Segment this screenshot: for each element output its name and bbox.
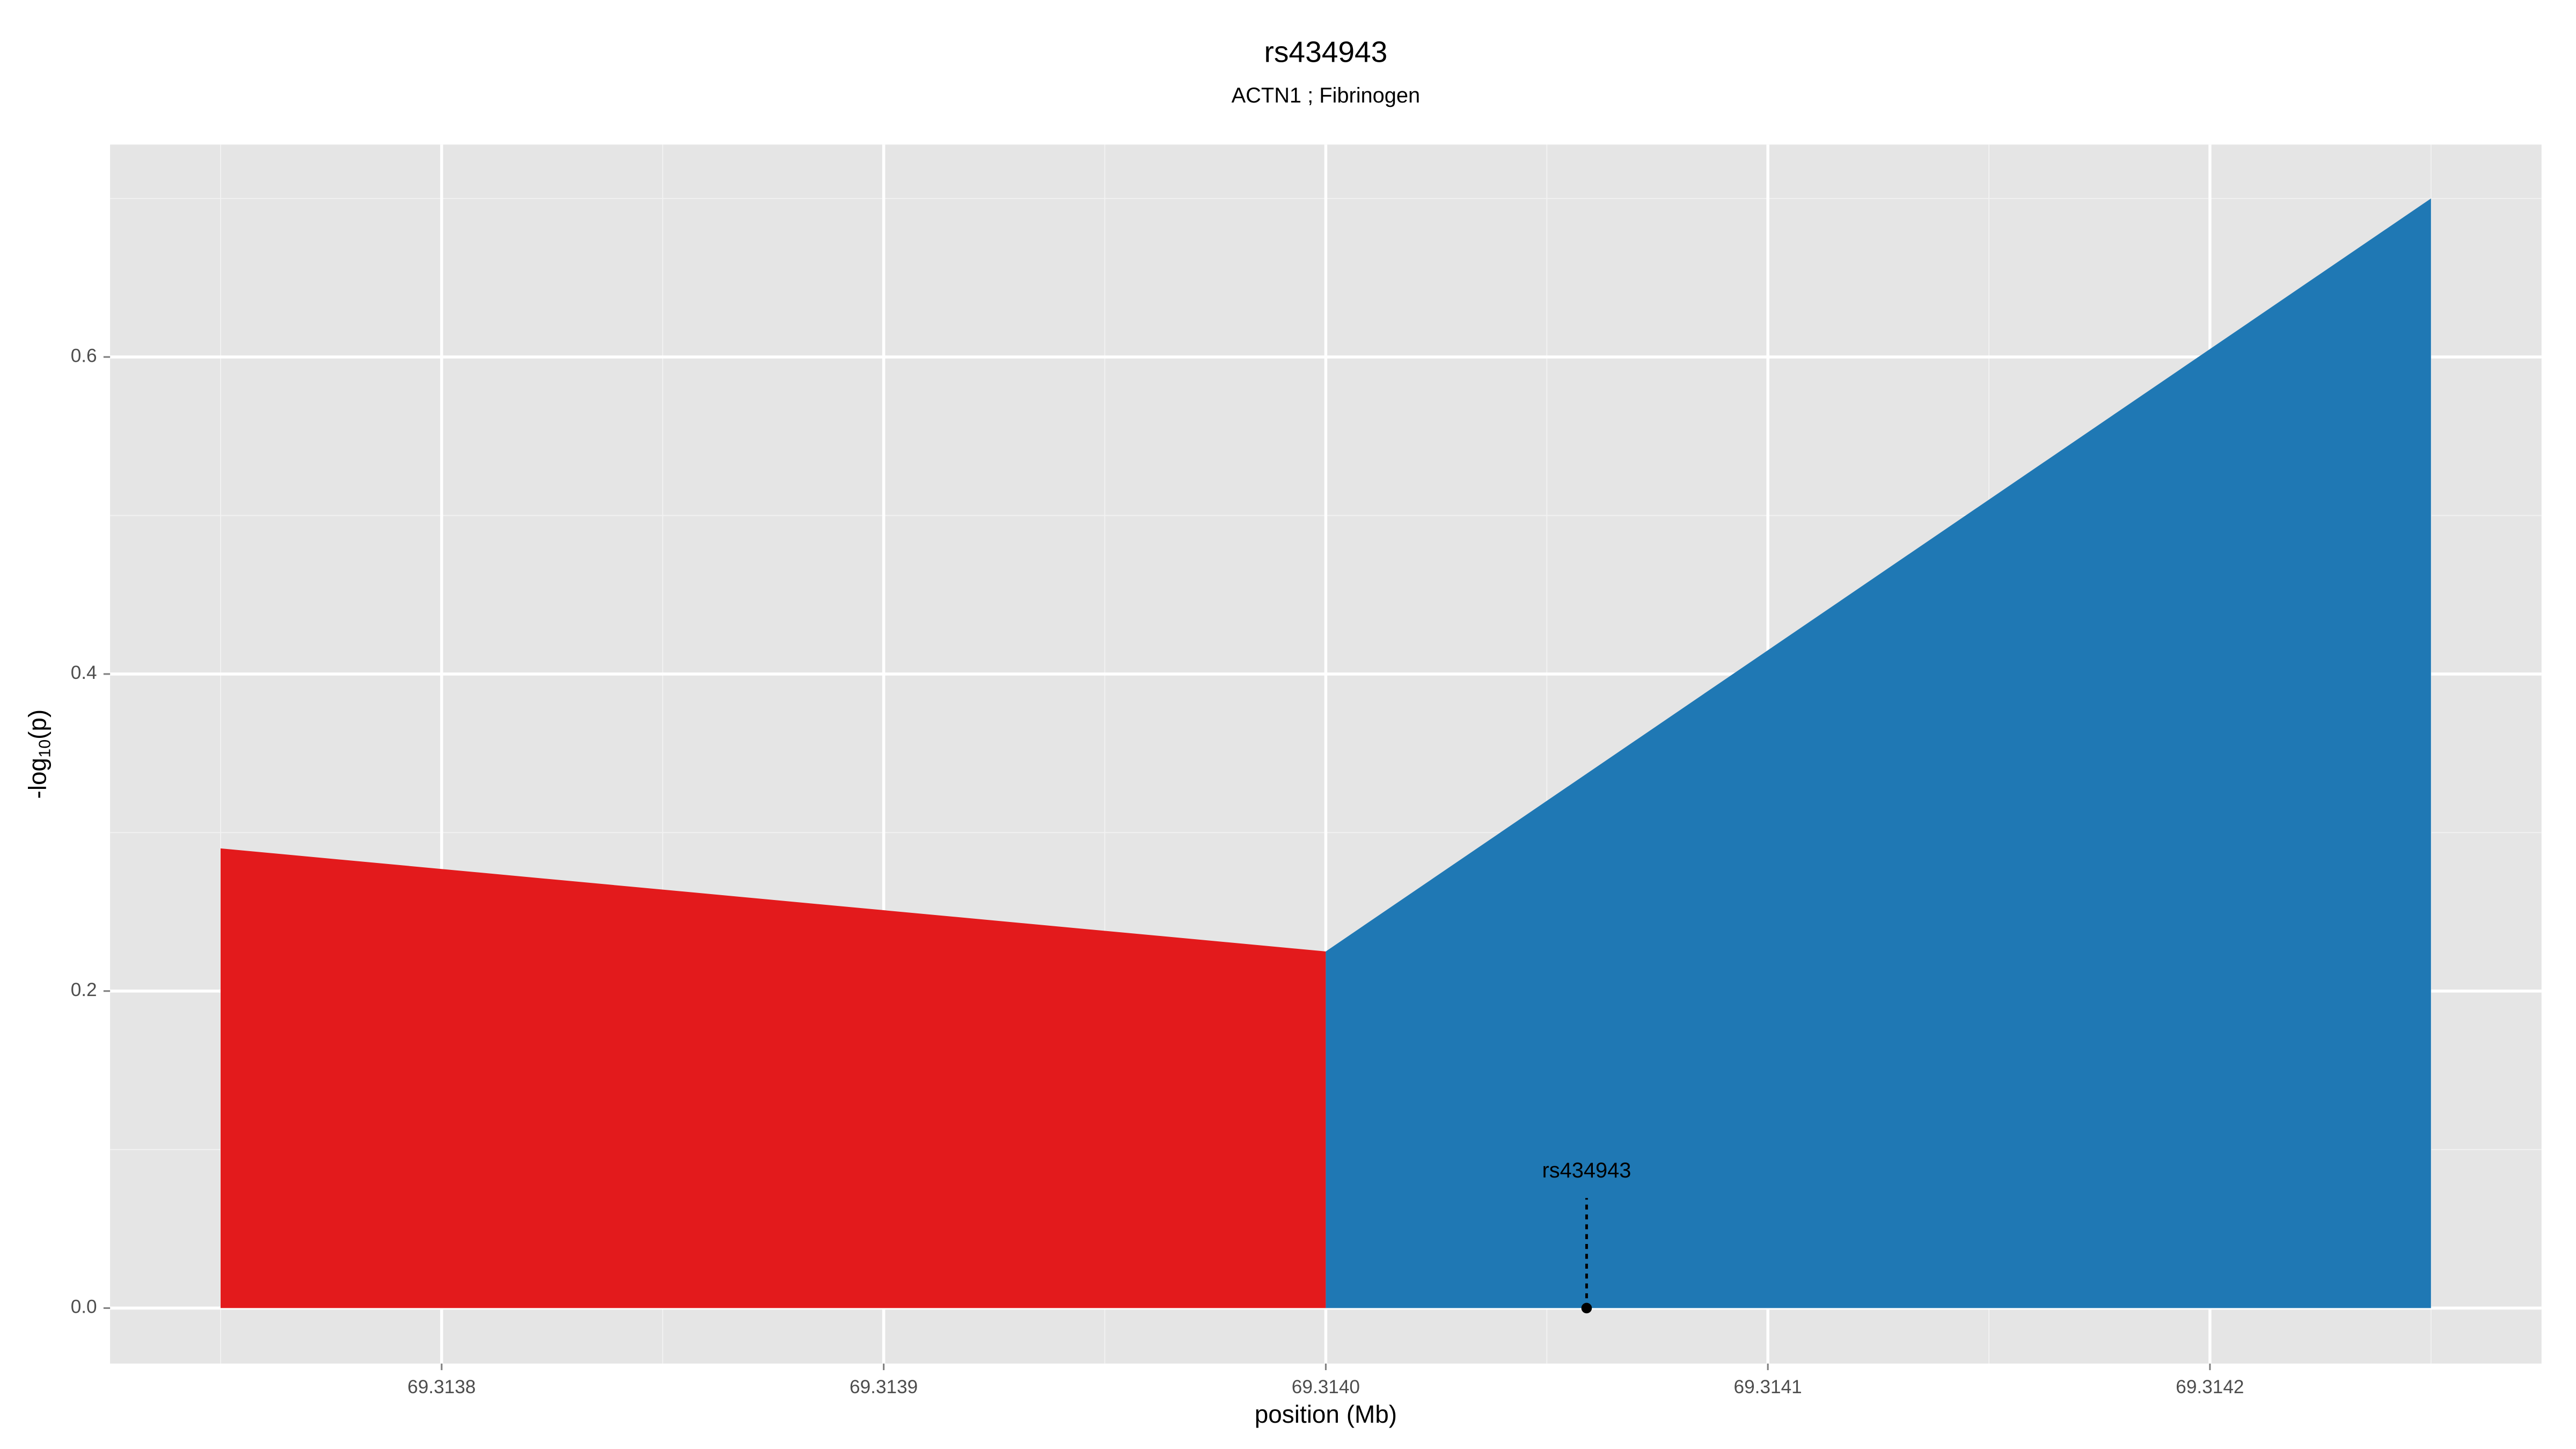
x-tick-label: 69.3139 xyxy=(850,1377,918,1397)
x-tick-label: 69.3140 xyxy=(1292,1377,1360,1397)
x-tick-label: 69.3142 xyxy=(2176,1377,2244,1397)
x-tick-label: 69.3141 xyxy=(1734,1377,1802,1397)
y-tick-label: 0.6 xyxy=(71,345,97,366)
x-axis-label: position (Mb) xyxy=(1255,1400,1397,1428)
area xyxy=(221,848,1326,1308)
y-axis-label: -log10(p) xyxy=(24,709,54,799)
annotation-label: rs434943 xyxy=(1542,1159,1631,1182)
annotation-point xyxy=(1581,1302,1592,1314)
chart-subtitle: ACTN1 ; Fibrinogen xyxy=(1232,84,1421,107)
y-tick-label: 0.0 xyxy=(71,1297,97,1318)
x-tick-label: 69.3138 xyxy=(407,1377,475,1397)
y-label-subscript: 10 xyxy=(36,740,54,758)
y-tick-label: 0.4 xyxy=(71,662,97,683)
y-label-suffix: (p) xyxy=(24,709,52,740)
chart-title: rs434943 xyxy=(1264,35,1388,69)
y-tick-label: 0.2 xyxy=(71,979,97,1000)
area xyxy=(1326,198,2431,1308)
y-label-prefix: -log xyxy=(24,758,52,799)
marks: rs434943 xyxy=(221,198,2431,1314)
